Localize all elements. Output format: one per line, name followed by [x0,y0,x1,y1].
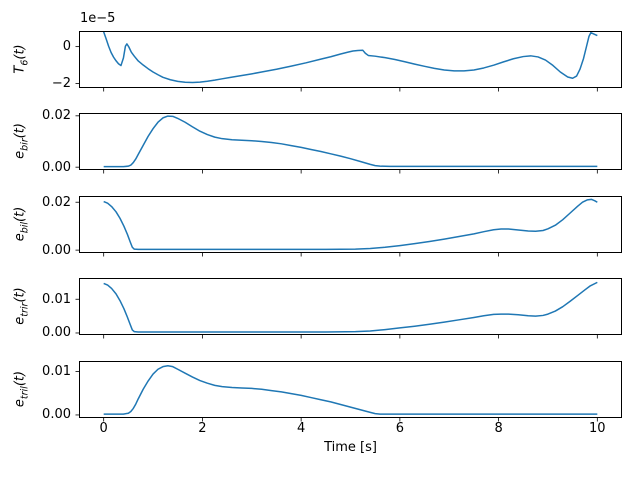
y-axis-label-ebil: ebil(t) [12,206,31,242]
x-axis-label: Time [s] [324,440,377,455]
plot-area-etril [75,361,622,422]
y-tick-label: 0.01 [42,291,71,307]
subplot-ebil: ebil(t) 0.00 0.02 [0,194,640,258]
y-tick-label: 0.00 [42,242,71,258]
subplot-ebir: ebir(t) 0.00 0.02 [0,108,640,175]
x-tick-label: 10 [589,421,606,436]
y-tick-label: 0.00 [42,159,71,175]
x-tick-label: 8 [494,421,503,436]
line-series [102,31,598,84]
subplot-t6: T6(t) 0 −2 [0,31,640,92]
x-tick-label: 2 [198,421,207,436]
y-tick-label: 0 [62,39,71,55]
axes-frame [79,113,622,170]
y-tick-label: 0.02 [42,108,71,124]
y-tick-label: −2 [51,75,71,91]
y-axis-offset-text: 1e−5 [80,11,116,26]
y-tick-label: 0.00 [42,407,71,423]
x-tick-label: 4 [296,421,306,436]
plot-area-ebil [75,196,622,257]
plot-area-ebir [75,113,622,174]
y-tick-label: 0.02 [42,194,71,210]
line-series [103,115,598,168]
y-tick-label: 0.00 [42,325,71,341]
plot-area-t6 [75,31,622,92]
line-series [103,365,598,415]
axes-frame [79,196,622,253]
y-axis-label-ebir: ebir(t) [12,123,31,159]
subplot-etril: etril(t) 0.00 0.01 [0,361,640,422]
subplot-etrir: etrir(t) 0.00 0.01 [0,278,640,340]
axes-frame [79,278,622,335]
axes-frame [79,31,622,88]
y-tick-label: 0.01 [42,363,71,379]
plot-area-etrir [75,278,622,339]
line-series [103,281,598,333]
x-tick-label: 6 [395,421,404,436]
x-tick-label: 0 [99,421,108,436]
line-series [103,198,598,251]
axes-frame [79,361,622,418]
